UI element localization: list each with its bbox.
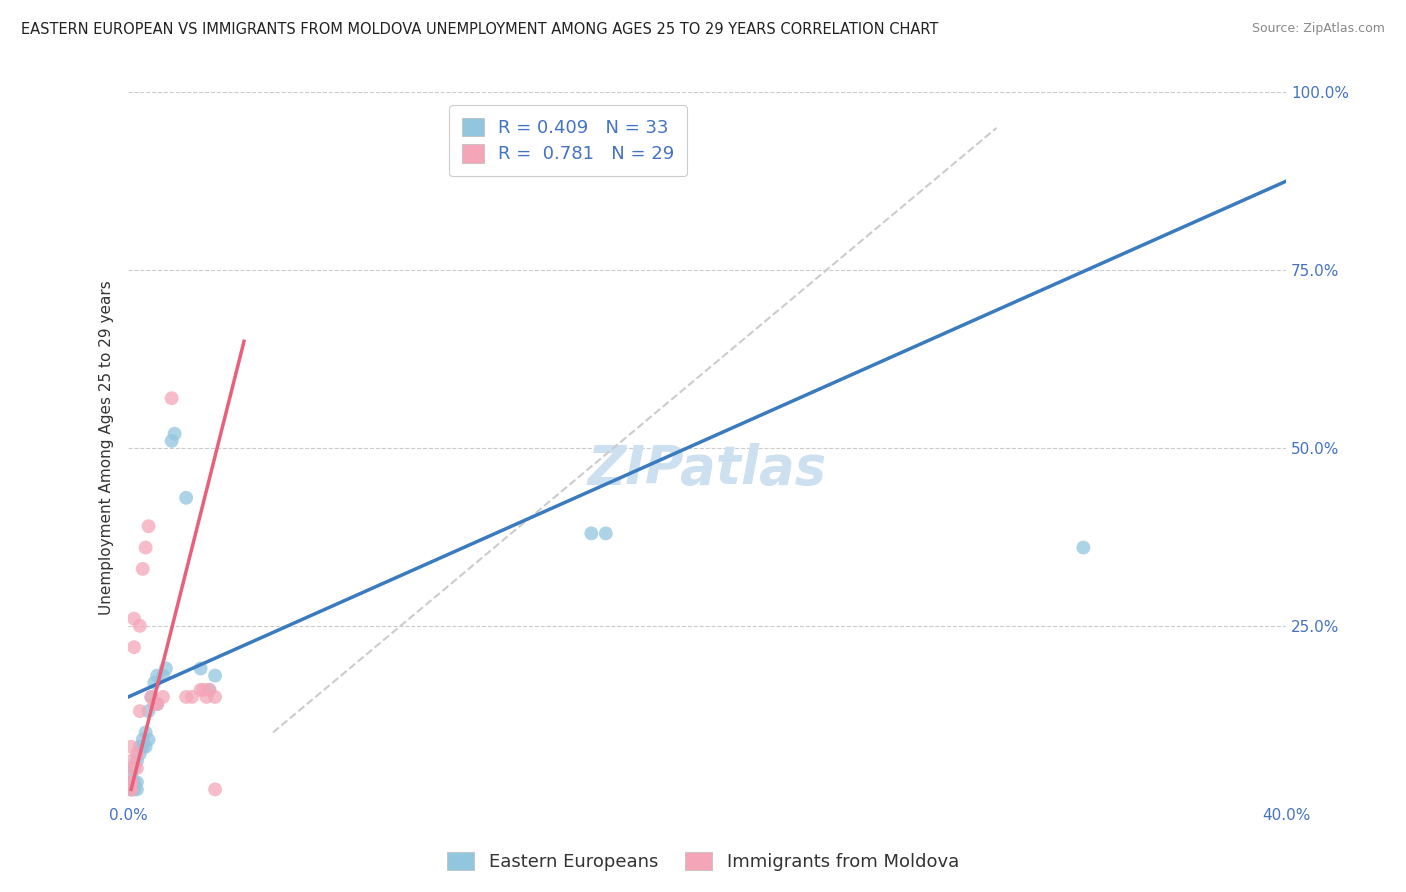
Point [120, 739, 142, 754]
Point [132, 739, 155, 754]
Legend: Eastern Europeans, Immigrants from Moldova: Eastern Europeans, Immigrants from Moldo… [440, 845, 966, 879]
Point [135, 739, 157, 754]
Point [125, 747, 148, 761]
Point [120, 775, 142, 789]
Point [146, 668, 169, 682]
Point [120, 775, 142, 789]
Point [174, 690, 197, 704]
Point [138, 704, 160, 718]
Point [128, 619, 150, 633]
Point [120, 782, 142, 797]
Point [155, 661, 177, 675]
Point [122, 782, 145, 797]
Point [120, 754, 142, 768]
Text: Source: ZipAtlas.com: Source: ZipAtlas.com [1251, 22, 1385, 36]
Text: ZIPatlas: ZIPatlas [588, 443, 827, 495]
Point [122, 761, 145, 775]
Text: EASTERN EUROPEAN VS IMMIGRANTS FROM MOLDOVA UNEMPLOYMENT AMONG AGES 25 TO 29 YEA: EASTERN EUROPEAN VS IMMIGRANTS FROM MOLD… [21, 22, 938, 37]
Y-axis label: Unemployment Among Ages 25 to 29 years: Unemployment Among Ages 25 to 29 years [100, 281, 114, 615]
Point [120, 775, 142, 789]
Point [146, 697, 169, 711]
Point [120, 782, 142, 797]
Point [125, 761, 148, 775]
Point [125, 754, 148, 768]
Point [132, 562, 155, 576]
Point [132, 732, 155, 747]
Point [120, 768, 142, 782]
Point [128, 747, 150, 761]
Point [128, 704, 150, 718]
Point [122, 775, 145, 789]
Point [125, 775, 148, 789]
Point [204, 782, 226, 797]
Point [160, 391, 183, 405]
Point [120, 782, 142, 797]
Point [128, 739, 150, 754]
Point [143, 697, 166, 711]
Point [163, 426, 186, 441]
Point [122, 612, 145, 626]
Point [193, 682, 215, 697]
Point [595, 526, 617, 541]
Point [141, 690, 163, 704]
Point [120, 761, 142, 775]
Point [1073, 541, 1095, 555]
Point [181, 690, 204, 704]
Point [174, 491, 197, 505]
Point [190, 661, 212, 675]
Point [198, 682, 221, 697]
Point [138, 732, 160, 747]
Point [120, 782, 142, 797]
Point [141, 690, 163, 704]
Point [135, 541, 157, 555]
Point [160, 434, 183, 448]
Point [152, 668, 174, 682]
Point [195, 690, 218, 704]
Legend: R = 0.409   N = 33, R =  0.781   N = 29: R = 0.409 N = 33, R = 0.781 N = 29 [450, 105, 688, 176]
Point [581, 526, 603, 541]
Point [122, 640, 145, 654]
Point [204, 690, 226, 704]
Point [135, 725, 157, 739]
Point [143, 675, 166, 690]
Point [198, 682, 221, 697]
Point [125, 782, 148, 797]
Point [190, 682, 212, 697]
Point [204, 668, 226, 682]
Point [152, 690, 174, 704]
Point [146, 697, 169, 711]
Point [138, 519, 160, 533]
